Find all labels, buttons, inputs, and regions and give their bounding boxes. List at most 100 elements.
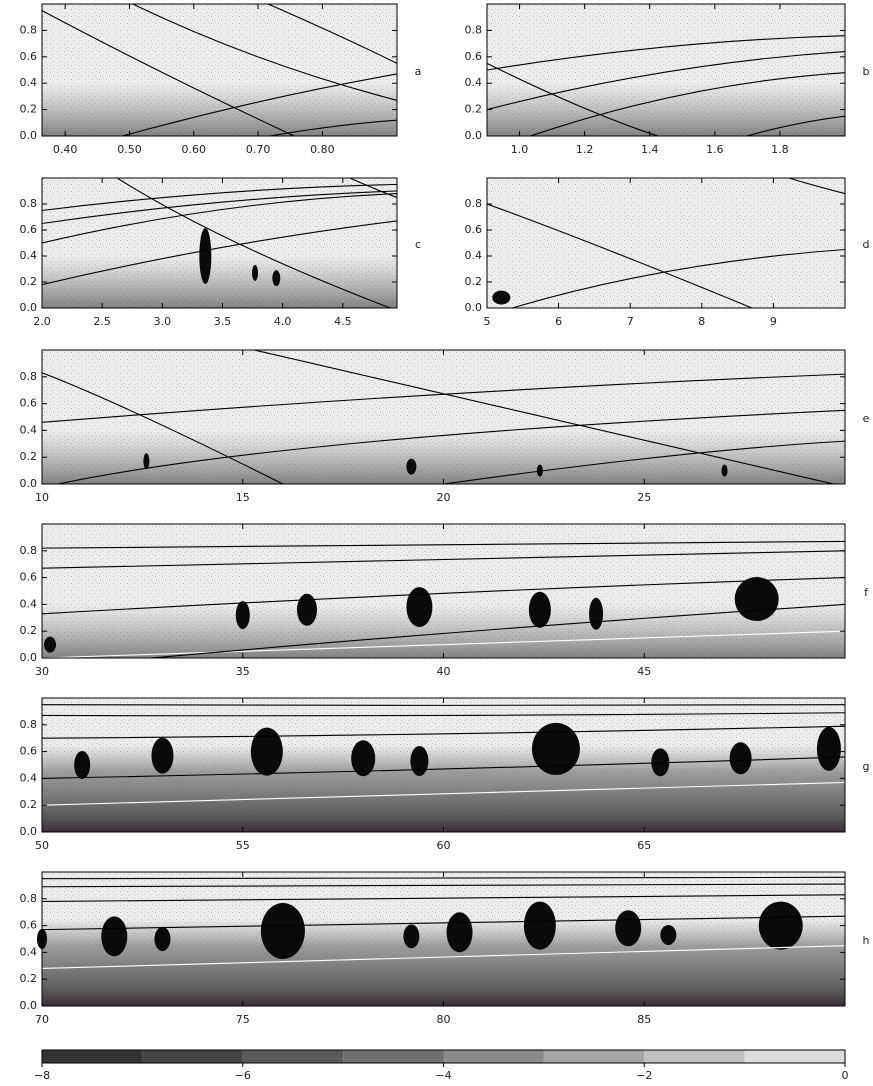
y-tick-label: 0.4 — [20, 249, 38, 262]
y-tick-label: 0.8 — [20, 892, 38, 905]
model-curve — [42, 550, 845, 569]
density-blob — [528, 591, 551, 628]
panel-label: a — [415, 65, 422, 78]
panel-label: g — [863, 760, 870, 773]
y-tick-label: 0.2 — [20, 275, 38, 288]
density-blob — [758, 901, 803, 950]
x-tick-label: 3.0 — [154, 315, 172, 328]
model-curve — [42, 876, 845, 880]
density-blob — [531, 722, 580, 775]
density-shade — [42, 524, 845, 658]
model-curve — [42, 10, 296, 136]
white-curve — [41, 630, 846, 659]
y-tick-label: 0.4 — [465, 249, 483, 262]
colorbar-segment — [42, 1050, 143, 1063]
x-tick-label: 70 — [35, 1013, 49, 1026]
model-curve — [120, 73, 397, 136]
x-tick-label: 6 — [555, 315, 562, 328]
model-curve — [116, 178, 392, 308]
colorbar-segment — [242, 1050, 344, 1063]
density-blob — [536, 464, 543, 477]
y-tick-label: 0.0 — [20, 999, 38, 1012]
x-tick-label: 35 — [236, 665, 250, 678]
colorbar-segment — [443, 1050, 544, 1063]
y-tick-label: 0.6 — [20, 397, 38, 410]
colorbar-tick-label: 0 — [842, 1069, 849, 1082]
density-blob — [816, 726, 841, 771]
panel-label: h — [863, 934, 870, 947]
x-tick-label: 8 — [698, 315, 705, 328]
model-curve — [744, 115, 845, 136]
y-tick-label: 0.4 — [20, 597, 38, 610]
colorbar-tick-label: −6 — [235, 1069, 251, 1082]
model-curve — [42, 372, 284, 484]
model-curve — [42, 756, 845, 779]
model-curve — [787, 178, 845, 195]
x-tick-label: 55 — [236, 839, 250, 852]
plot-frame — [41, 177, 398, 309]
y-tick-label: 0.6 — [465, 50, 483, 63]
x-tick-label: 4.0 — [274, 315, 292, 328]
density-blob — [260, 902, 305, 959]
x-tick-label: 10 — [35, 491, 49, 504]
x-tick-label: 20 — [437, 491, 451, 504]
y-tick-label: 0.2 — [20, 450, 38, 463]
density-shade — [42, 178, 397, 308]
density-blob — [734, 577, 779, 622]
density-blob — [660, 924, 677, 945]
model-curve — [145, 603, 845, 658]
density-blob — [151, 737, 174, 774]
x-tick-label: 7 — [627, 315, 634, 328]
y-tick-label: 0.8 — [465, 23, 483, 36]
model-curve — [487, 35, 845, 71]
x-tick-label: 0.80 — [310, 143, 335, 156]
x-tick-label: 15 — [236, 491, 250, 504]
y-tick-label: 0.6 — [20, 571, 38, 584]
y-tick-label: 0.0 — [20, 651, 38, 664]
density-blob — [410, 745, 429, 776]
colorbar-tick-label: −2 — [636, 1069, 652, 1082]
model-curve — [42, 915, 845, 931]
model-curve — [511, 248, 845, 308]
model-curve — [487, 62, 660, 136]
model-curve — [42, 190, 397, 225]
panel-label: b — [863, 65, 870, 78]
x-tick-label: 75 — [236, 1013, 250, 1026]
x-tick-label: 1.0 — [511, 143, 529, 156]
y-tick-label: 0.8 — [20, 23, 38, 36]
density-blob — [143, 453, 150, 470]
x-tick-label: 2.0 — [33, 315, 51, 328]
panel-label: f — [864, 586, 869, 599]
density-shade — [42, 872, 845, 1006]
colorbar-tick-label: −8 — [34, 1069, 50, 1082]
y-tick-label: 0.0 — [465, 301, 483, 314]
density-blob — [615, 910, 642, 947]
model-curve — [42, 193, 397, 244]
density-blob — [235, 601, 250, 630]
density-shade — [487, 4, 845, 136]
x-tick-label: 40 — [437, 665, 451, 678]
x-tick-label: 85 — [637, 1013, 651, 1026]
y-tick-label: 0.4 — [20, 76, 38, 89]
y-tick-label: 0.4 — [20, 945, 38, 958]
x-tick-label: 60 — [437, 839, 451, 852]
density-blob — [296, 593, 317, 626]
y-tick-label: 0.0 — [20, 825, 38, 838]
x-tick-label: 80 — [437, 1013, 451, 1026]
y-tick-label: 0.2 — [20, 798, 38, 811]
model-curve — [42, 725, 845, 739]
y-tick-label: 0.8 — [20, 197, 38, 210]
plot-frame — [486, 177, 846, 309]
model-curve — [42, 894, 845, 903]
density-blob — [589, 597, 604, 630]
y-tick-label: 0.4 — [20, 771, 38, 784]
panel-label: e — [863, 412, 870, 425]
x-tick-label: 1.2 — [576, 143, 594, 156]
density-blob — [272, 270, 281, 287]
colorbar-segment — [543, 1050, 645, 1063]
y-tick-label: 0.8 — [20, 544, 38, 557]
y-tick-label: 0.0 — [20, 477, 38, 490]
x-tick-label: 4.5 — [334, 315, 352, 328]
x-tick-label: 1.8 — [771, 143, 789, 156]
